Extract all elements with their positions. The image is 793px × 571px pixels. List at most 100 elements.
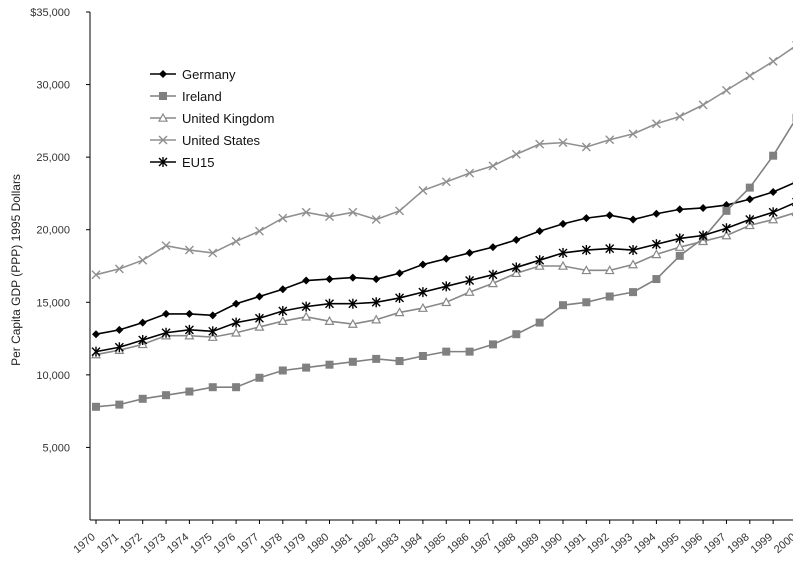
x-tick-label: 1997 xyxy=(702,531,728,556)
data-point-united-kingdom xyxy=(441,297,452,307)
x-tick-label: 1984 xyxy=(398,531,424,556)
data-point-united-states xyxy=(161,241,171,251)
y-axis-title: Per Capita GDP (PPP) 1995 Dollars xyxy=(9,174,23,366)
data-point-united-kingdom xyxy=(744,220,755,230)
data-point-germany xyxy=(325,275,334,284)
legend-label: Germany xyxy=(182,67,236,82)
data-point-united-states xyxy=(581,142,591,152)
data-point-eu15 xyxy=(721,223,731,234)
data-point-germany xyxy=(652,209,661,218)
data-point-ireland xyxy=(395,357,404,366)
x-tick-label: 1973 xyxy=(142,531,168,556)
data-point-united-kingdom xyxy=(184,330,195,340)
data-point-united-states xyxy=(418,186,428,196)
series-germany xyxy=(92,181,793,339)
data-point-eu15 xyxy=(91,346,101,357)
data-point-eu15 xyxy=(301,301,311,312)
data-point-united-kingdom xyxy=(721,230,732,240)
data-point-united-states xyxy=(675,112,685,121)
y-tick-label: $35,000 xyxy=(30,7,70,19)
series-eu15 xyxy=(91,197,793,357)
data-point-eu15 xyxy=(768,207,778,218)
data-point-united-kingdom xyxy=(394,307,405,317)
data-point-ireland xyxy=(582,298,591,307)
data-point-united-states xyxy=(184,245,194,255)
data-point-ireland xyxy=(559,301,567,310)
x-tick-label: 1974 xyxy=(165,531,191,556)
data-point-eu15 xyxy=(348,298,358,309)
x-tick-label: 1989 xyxy=(515,531,541,556)
data-point-united-kingdom xyxy=(604,265,615,275)
data-point-united-states xyxy=(721,85,731,95)
data-point-ireland xyxy=(302,363,311,372)
data-point-germany xyxy=(185,309,194,318)
x-tick-label: 1978 xyxy=(258,531,284,556)
x-tick-label: 2000 xyxy=(772,531,793,556)
data-point-united-states xyxy=(605,135,615,145)
data-point-united-states xyxy=(278,213,288,223)
data-point-united-states xyxy=(114,264,124,274)
data-point-united-kingdom xyxy=(347,318,358,328)
data-point-ireland xyxy=(465,347,474,356)
data-point-united-kingdom xyxy=(768,214,779,224)
x-tick-label: 1992 xyxy=(585,531,611,556)
legend-marker xyxy=(159,70,167,78)
series-line-united-kingdom xyxy=(95,212,793,356)
x-tick-label: 1976 xyxy=(212,531,238,556)
data-point-united-kingdom xyxy=(557,260,569,270)
data-point-united-kingdom xyxy=(371,314,382,324)
legend-marker xyxy=(158,135,168,145)
data-point-eu15 xyxy=(488,269,498,280)
x-tick-label: 1996 xyxy=(679,531,705,556)
data-point-eu15 xyxy=(698,230,708,241)
data-point-germany xyxy=(208,311,217,320)
series-ireland xyxy=(92,113,793,411)
legend-label: United Kingdom xyxy=(182,111,275,126)
y-tick-label: 20,000 xyxy=(36,225,70,237)
data-point-united-states xyxy=(301,207,311,217)
data-point-germany xyxy=(769,187,778,196)
x-tick-label: 1975 xyxy=(188,531,214,556)
data-point-united-states xyxy=(511,149,521,159)
data-point-united-states xyxy=(535,139,545,149)
legend-item-eu15: EU15 xyxy=(150,155,215,170)
legend-label: EU15 xyxy=(182,155,215,170)
data-point-germany xyxy=(418,260,427,269)
data-point-united-kingdom xyxy=(698,236,709,246)
x-tick-label: 1985 xyxy=(422,531,448,556)
data-point-united-kingdom xyxy=(254,321,265,331)
data-point-germany xyxy=(629,215,638,224)
data-point-eu15 xyxy=(441,281,451,292)
x-tick-label: 1971 xyxy=(95,531,121,556)
data-point-united-kingdom xyxy=(487,278,498,288)
data-point-germany xyxy=(675,205,684,214)
y-tick-label: 5,000 xyxy=(42,442,70,454)
x-tick-label: 1972 xyxy=(118,531,144,556)
x-tick-label: 1993 xyxy=(609,531,635,556)
legend-item-united-kingdom: United Kingdom xyxy=(150,111,275,126)
data-point-ireland xyxy=(348,357,357,366)
data-point-united-states xyxy=(371,215,381,225)
data-point-ireland xyxy=(162,391,171,400)
legend-label: Ireland xyxy=(182,89,222,104)
series-united-kingdom xyxy=(90,212,793,359)
legend-item-ireland: Ireland xyxy=(150,89,222,104)
data-point-ireland xyxy=(605,292,614,301)
data-point-united-states xyxy=(208,248,218,258)
legend-marker xyxy=(159,92,167,100)
x-tick-label: 1995 xyxy=(655,531,681,556)
data-point-germany xyxy=(559,219,567,228)
x-tick-label: 1998 xyxy=(725,531,751,556)
data-point-ireland xyxy=(372,354,381,363)
data-point-eu15 xyxy=(581,245,591,256)
data-point-ireland xyxy=(488,340,497,349)
data-point-germany xyxy=(395,269,404,278)
x-tick-label: 1981 xyxy=(328,531,354,556)
x-tick-label: 1987 xyxy=(468,531,494,556)
data-point-united-states xyxy=(488,161,498,171)
data-point-united-kingdom xyxy=(464,286,475,296)
data-point-united-states xyxy=(325,212,334,222)
data-point-germany xyxy=(745,195,754,204)
data-point-united-states xyxy=(465,168,475,178)
